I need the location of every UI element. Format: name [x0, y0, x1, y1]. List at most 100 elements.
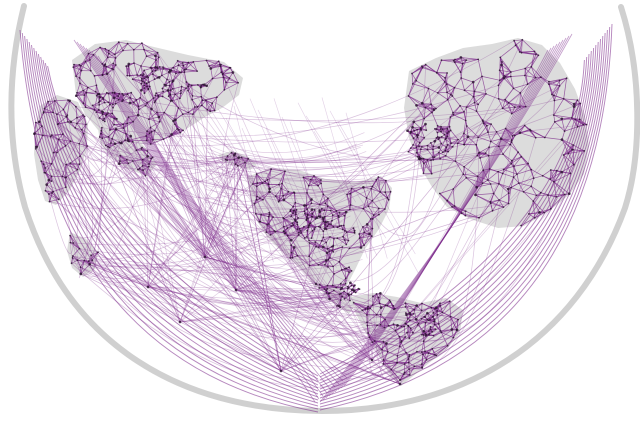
- south-america-edge: [366, 322, 378, 326]
- usa-central-cluster-node: [296, 221, 299, 224]
- africa-europe-edge: [554, 121, 565, 132]
- north-america-node: [258, 220, 261, 223]
- southeast-asia-node: [146, 150, 149, 152]
- asia-edge: [80, 65, 91, 72]
- south-america-node: [386, 304, 389, 307]
- australia-edge: [35, 122, 43, 127]
- southeast-asia-node: [124, 139, 126, 142]
- africa-europe-edge: [554, 85, 560, 101]
- asia-node: [225, 81, 227, 84]
- cross-region-connection: [110, 142, 345, 277]
- asia-edge: [114, 50, 124, 55]
- china-cluster-node: [143, 87, 146, 89]
- south-america-node: [352, 301, 355, 304]
- africa-europe-edge: [514, 39, 523, 42]
- china-cluster-node: [143, 69, 146, 72]
- australia-edge: [51, 152, 58, 164]
- southeast-asia-node: [107, 136, 110, 138]
- asia-node: [229, 66, 232, 69]
- africa-europe-edge: [547, 195, 552, 209]
- africa-europe-node: [446, 91, 448, 94]
- hub-spoke: [147, 154, 235, 288]
- south-america-node: [452, 336, 455, 339]
- africa-europe-node: [558, 79, 561, 82]
- australia-node: [34, 148, 37, 150]
- north-america-node: [365, 197, 368, 199]
- asia-node: [223, 89, 226, 91]
- australia-node: [65, 186, 67, 189]
- hub-spoke: [192, 114, 206, 258]
- asia-edge: [128, 114, 139, 118]
- hub-spoke: [399, 183, 500, 385]
- asia-edge: [154, 130, 164, 140]
- africa-europe-edge: [553, 115, 556, 122]
- cross-region-connection: [99, 136, 379, 309]
- gap-link: [205, 188, 356, 214]
- australia-edge: [52, 186, 67, 192]
- asia-node: [183, 68, 186, 71]
- south-america-edge: [386, 343, 389, 352]
- europe-cluster-node: [441, 151, 444, 154]
- china-cluster-node: [162, 66, 164, 68]
- africa-europe-edge: [498, 98, 503, 109]
- australia-edge: [62, 164, 67, 177]
- north-america-edge: [384, 192, 388, 198]
- north-america-node: [302, 176, 305, 179]
- ring-arc-right: [319, 53, 590, 381]
- africa-europe-node: [482, 120, 484, 123]
- africa-europe-edge: [534, 208, 551, 219]
- africa-europe-edge: [421, 88, 429, 104]
- south-america-edge: [431, 348, 435, 356]
- southeast-asia-node: [135, 149, 138, 152]
- north-america-edge: [344, 268, 352, 272]
- hub-spoke: [147, 85, 560, 288]
- north-america-edge: [345, 271, 350, 279]
- brazil-cluster-node: [407, 325, 410, 328]
- asia-edge: [128, 135, 147, 141]
- europe-cluster-edge: [442, 129, 445, 135]
- brazil-cluster-node: [422, 329, 426, 333]
- europe-cluster-edge: [452, 139, 459, 147]
- south-america-node: [398, 335, 401, 338]
- usa-central-cluster-edge: [291, 225, 298, 230]
- africa-europe-node: [489, 140, 492, 143]
- africa-europe-edge: [413, 118, 425, 123]
- africa-europe-node: [539, 191, 542, 194]
- brazil-cluster-node: [434, 328, 437, 330]
- north-america-node: [344, 277, 347, 280]
- asia-node: [122, 123, 124, 126]
- central-america-node: [328, 297, 331, 301]
- africa-europe-node: [524, 105, 527, 108]
- africa-europe-node: [446, 72, 448, 74]
- africa-europe-edge: [473, 93, 487, 98]
- north-america-node: [324, 224, 326, 226]
- north-america-edge: [295, 211, 305, 213]
- australia-edge: [51, 152, 55, 164]
- north-america-node: [322, 193, 325, 196]
- africa-europe-edge: [476, 104, 479, 112]
- north-america-edge: [351, 188, 367, 199]
- north-america-edge: [363, 187, 367, 199]
- asia-edge: [140, 65, 151, 68]
- cross-region-connection: [83, 133, 228, 167]
- north-america-edge: [271, 168, 286, 172]
- asia-edge: [223, 77, 239, 84]
- cross-region-connection: [97, 94, 370, 343]
- australia-edge: [76, 123, 87, 125]
- brazil-cluster-node: [404, 322, 407, 325]
- southeast-asia-node: [107, 145, 109, 148]
- south-america-edge: [383, 363, 392, 370]
- asia-edge: [123, 94, 131, 99]
- australia-node: [85, 123, 87, 126]
- china-cluster-node: [172, 88, 174, 90]
- china-cluster-edge: [132, 74, 141, 80]
- usa-east-cluster-edge: [325, 236, 331, 243]
- north-america-edge: [268, 223, 271, 235]
- asia-node: [79, 82, 81, 85]
- ring-arc-right: [319, 26, 611, 408]
- north-america-node: [335, 210, 338, 212]
- africa-europe-edge: [487, 179, 500, 185]
- hub-spoke: [46, 184, 206, 258]
- asia-node: [185, 68, 188, 70]
- africa-europe-edge: [516, 174, 520, 184]
